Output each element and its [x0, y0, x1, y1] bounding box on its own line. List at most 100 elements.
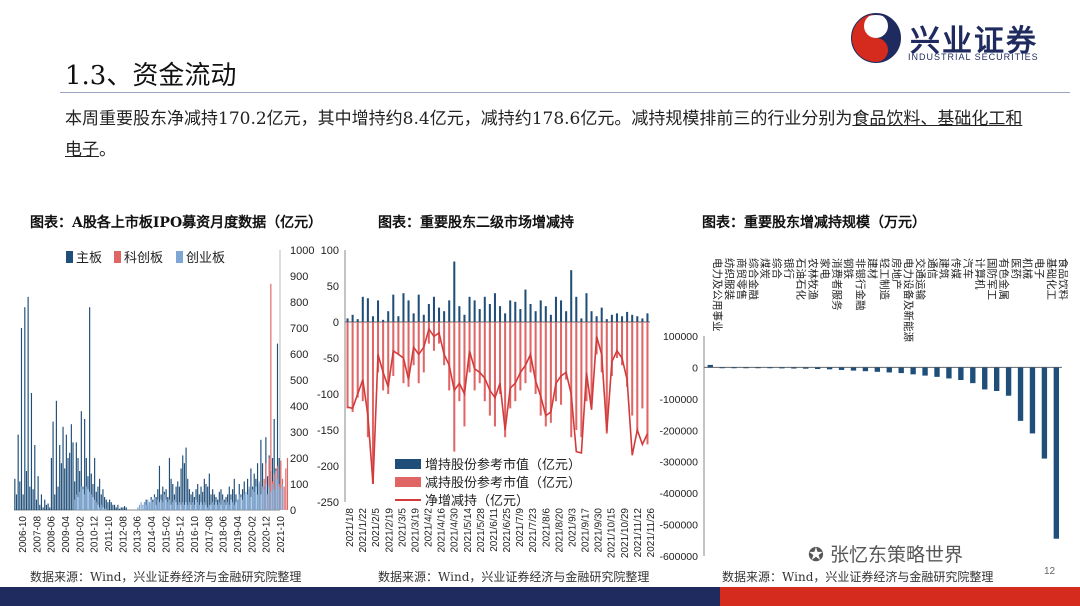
bar-创业板	[273, 489, 275, 510]
bar-increase	[443, 311, 446, 322]
bar-创业板	[165, 499, 167, 510]
bar-increase	[610, 314, 613, 322]
bar-industry	[1017, 367, 1024, 421]
bar-创业板	[243, 494, 245, 510]
bar-increase	[524, 289, 527, 322]
bar-创业板	[74, 499, 76, 510]
bar-decrease	[402, 322, 405, 384]
legend-label-科创板: 科创板	[124, 250, 163, 265]
x-tick-label: 2021/9/3	[567, 508, 578, 547]
bar-创业板	[203, 502, 205, 510]
bar-decrease	[600, 322, 603, 373]
bar-科创板	[285, 468, 287, 510]
bar-主板	[192, 491, 194, 510]
bar-主板	[64, 468, 66, 510]
bar-主板	[57, 486, 59, 510]
bar-主板	[118, 508, 121, 510]
bar-创业板	[218, 502, 220, 510]
bar-increase	[636, 316, 639, 322]
bar-科创板	[286, 458, 289, 510]
bar-创业板	[87, 489, 89, 510]
bar-创业板	[246, 494, 249, 510]
x-tick-label: 2008-06	[47, 516, 58, 553]
summary-highlight: 食品饮料、基础化工和电子	[65, 109, 1023, 160]
bar-decrease	[427, 322, 430, 344]
bar-increase	[463, 314, 466, 322]
bar-industry	[779, 367, 785, 369]
x-tick-label: 2010-12	[90, 516, 101, 553]
bar-创业板	[163, 494, 166, 510]
bar-increase	[356, 319, 359, 322]
bar-创业板	[94, 499, 96, 510]
bar-创业板	[80, 486, 82, 510]
bar-industry	[850, 367, 857, 371]
y-tick-label: 200	[290, 453, 308, 465]
x-tick-label: 2021/2/5	[371, 508, 382, 547]
bar-主板	[197, 484, 199, 510]
bar-increase	[631, 314, 634, 322]
bar-创业板	[208, 504, 210, 510]
bar-创业板	[79, 491, 81, 510]
bar-主板	[49, 507, 51, 510]
company-logo: 兴业证券 INDUSTRIAL SECURITIES	[850, 12, 1070, 64]
bar-主板	[168, 458, 171, 510]
bar-主板	[193, 497, 195, 510]
bar-创业板	[99, 507, 101, 510]
bar-decrease	[519, 322, 522, 391]
watermark-text: 张忆东策略世界	[829, 544, 963, 566]
bar-increase	[529, 304, 532, 322]
y-tick-label: -500000	[659, 520, 698, 532]
bar-主板	[110, 502, 112, 510]
bar-创业板	[238, 494, 240, 510]
bar-increase	[499, 306, 502, 322]
bar-创业板	[217, 504, 219, 510]
bar-科创板	[270, 283, 272, 510]
y-tick-label: -50	[323, 353, 339, 365]
bar-创业板	[237, 499, 239, 510]
bar-decrease	[412, 322, 415, 366]
x-tick-label: 2021/5/14	[463, 508, 474, 553]
bar-industry	[982, 367, 988, 390]
legend-swatch	[395, 477, 421, 487]
bar-创业板	[170, 504, 172, 510]
bar-创业板	[205, 504, 207, 510]
bar-decrease	[560, 322, 563, 405]
bar-主板	[29, 486, 31, 510]
bar-increase	[483, 296, 486, 322]
bar-创业板	[258, 481, 260, 510]
bar-industry	[874, 367, 881, 372]
bar-主板	[45, 504, 48, 510]
bar-创业板	[232, 502, 234, 510]
bar-industry	[767, 367, 773, 369]
category-label: 传媒	[950, 258, 963, 279]
bar-主板	[182, 455, 184, 510]
bar-创业板	[160, 499, 162, 510]
bar-increase	[519, 309, 522, 322]
bar-创业板	[152, 502, 154, 510]
x-tick-label: 2021/7/9	[515, 508, 526, 547]
y-tick-label: -250	[317, 497, 339, 509]
bar-创业板	[142, 504, 144, 510]
x-tick-label: 2014-04	[147, 516, 158, 553]
bar-decrease	[417, 322, 420, 384]
bar-decrease	[382, 322, 385, 391]
bar-创业板	[188, 502, 190, 510]
bar-increase	[493, 293, 496, 322]
bar-主板	[84, 419, 86, 510]
bar-decrease	[646, 322, 649, 445]
category-label: 建材	[866, 258, 879, 279]
legend-label: 增持股份参考市值（亿元）	[425, 457, 581, 472]
bar-创业板	[263, 489, 265, 510]
legend-swatch	[395, 459, 421, 469]
bar-主板	[77, 458, 79, 510]
bar-主板	[202, 491, 204, 510]
bar-increase	[478, 309, 481, 322]
source-shareholder: 数据来源：Wind，兴业证券经济与金融研究院整理	[378, 570, 650, 584]
bar-创业板	[268, 486, 270, 510]
bar-increase	[346, 318, 349, 322]
bar-主板	[32, 489, 34, 510]
category-label: 食品饮料	[1057, 258, 1068, 300]
x-tick-label: 2021/10/29	[620, 508, 631, 558]
category-label: 综合金融	[747, 258, 760, 300]
bar-decrease	[631, 322, 634, 416]
